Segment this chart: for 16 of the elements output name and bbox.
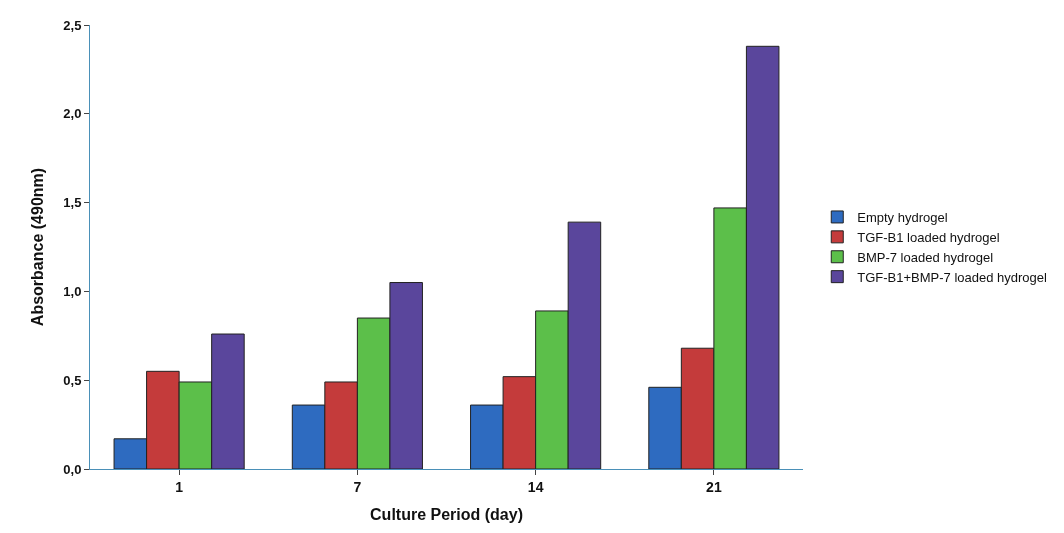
x-tick-label: 14 <box>527 478 544 495</box>
y-tick-label: 0,5 <box>63 372 82 388</box>
x-axis-title: Culture Period (day) <box>370 506 523 524</box>
x-tick-label: 21 <box>706 478 722 495</box>
y-tick-label: 2,0 <box>63 106 82 122</box>
x-tick-label: 7 <box>353 478 362 495</box>
y-tick-label: 2,5 <box>63 17 82 33</box>
legend-label: BMP-7 loaded hydrogel <box>857 249 994 265</box>
y-tick-label: 1,0 <box>63 283 82 299</box>
legend-label: TGF-B1 loaded hydrogel <box>857 229 1000 245</box>
legend-label: Empty hydrogel <box>857 210 948 226</box>
x-tick-label: 1 <box>175 478 184 495</box>
y-tick-label: 1,5 <box>63 195 82 211</box>
y-axis-title: Absorbance (490nm) <box>29 167 47 327</box>
legend-label: TGF-B1+BMP-7 loaded hydrogel <box>857 269 1048 285</box>
y-tick-label: 0,0 <box>63 461 82 477</box>
